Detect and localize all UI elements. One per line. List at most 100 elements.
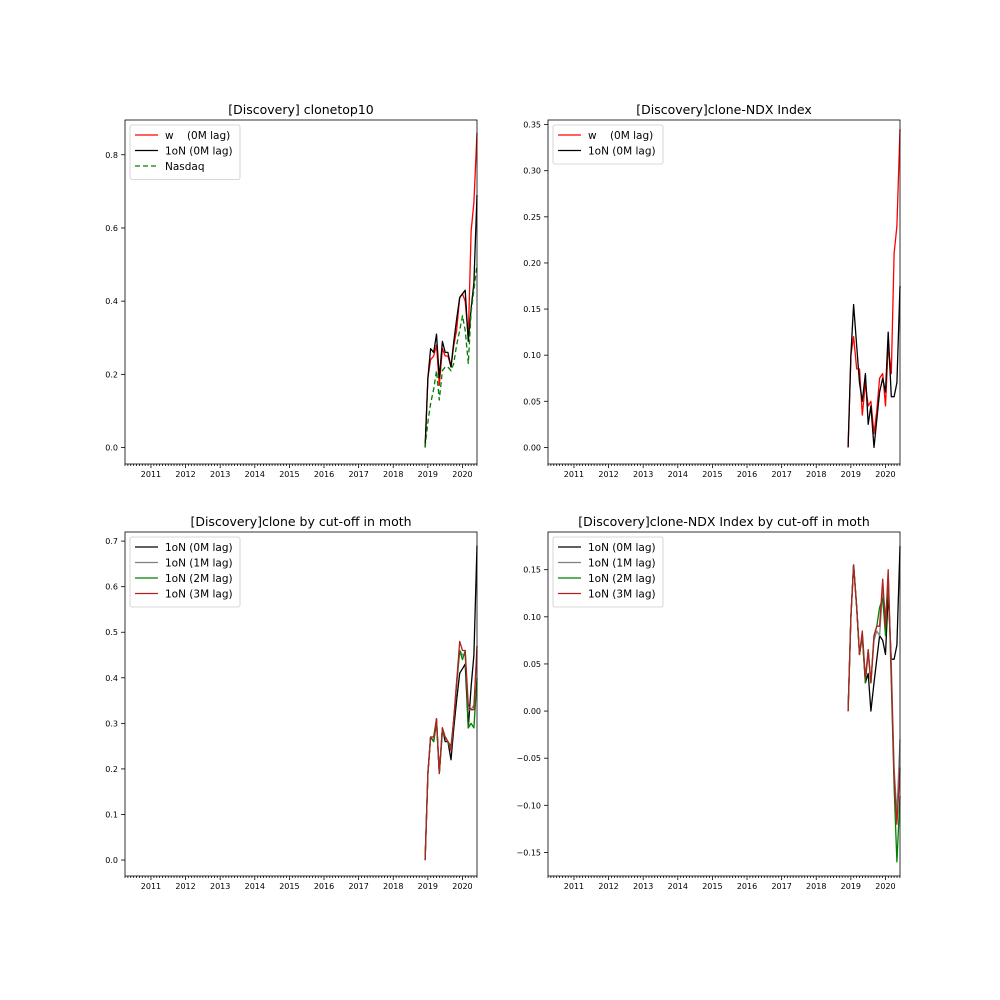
x-tick-label: 2015 [702, 470, 722, 479]
y-tick-label: 0.1 [105, 810, 118, 819]
y-tick-label: 0.15 [523, 305, 541, 314]
y-tick-label: −0.05 [516, 754, 541, 763]
x-tick-label: 2014 [245, 882, 265, 891]
x-tick-label: 2019 [841, 470, 861, 479]
y-tick-label: 0.00 [523, 443, 541, 452]
x-tick-label: 2020 [452, 470, 472, 479]
x-tick-label: 2016 [737, 882, 757, 891]
legend-entry: 1oN (1M lag) [588, 558, 656, 570]
x-tick-label: 2013 [210, 470, 230, 479]
x-tick-label: 2017 [348, 470, 368, 479]
x-tick-label: 2018 [806, 470, 826, 479]
series-line-2 [424, 194, 478, 448]
x-tick-label: 2016 [314, 882, 334, 891]
x-tick-label: 2011 [141, 470, 161, 479]
series-line-2 [847, 285, 901, 449]
x-tick-label: 2016 [314, 470, 334, 479]
y-tick-label: 0.4 [105, 297, 118, 306]
legend-box [129, 536, 241, 608]
subplot-2: [Discovery]clone-NDX Index 2011 2012 2013 20… [523, 102, 901, 479]
y-tick-label: 0.05 [523, 660, 541, 669]
x-tick-label: 2011 [564, 470, 584, 479]
legend-entry: 1oN (0M lag) [165, 146, 233, 158]
subplot-title: [Discovery]clone by cut-off in moth [190, 514, 411, 529]
x-tick-label: 2012 [175, 470, 195, 479]
subplot-4: [Discovery]clone-NDX Index by cut-off in… [516, 514, 901, 891]
x-tick-label: 2014 [668, 882, 688, 891]
x-tick-label: 2013 [633, 882, 653, 891]
y-tick-label: 0.30 [523, 167, 541, 176]
y-tick-label: 0.15 [523, 566, 541, 575]
x-tick-label: 2015 [702, 882, 722, 891]
y-tick-label: 0.3 [105, 719, 118, 728]
y-tick-label: 0.25 [523, 213, 541, 222]
series-line-4 [847, 564, 901, 825]
y-tick-label: 0.4 [105, 674, 118, 683]
y-tick-label: 0.35 [523, 121, 541, 130]
series-line-1 [424, 545, 478, 861]
series-line-1 [847, 129, 901, 448]
legend: w (0M lag) 1oN (0M lag) [552, 124, 664, 165]
x-tick-label: 2012 [598, 470, 618, 479]
y-tick-label: 0.10 [523, 613, 541, 622]
x-tick-label: 2016 [737, 470, 757, 479]
x-tick-label: 2012 [175, 882, 195, 891]
x-tick-label: 2015 [279, 882, 299, 891]
legend-entry: 1oN (3M lag) [588, 589, 656, 601]
x-tick-label: 2017 [771, 882, 791, 891]
y-tick-label: 0.0 [105, 444, 118, 453]
legend-box [129, 124, 241, 180]
legend-entry: 1oN (2M lag) [588, 573, 656, 585]
subplot-title: [Discovery] clonetop10 [228, 102, 374, 117]
y-tick-label: 0.6 [105, 583, 118, 592]
series-line-1 [424, 132, 478, 448]
legend-entry: w (0M lag) [588, 130, 653, 142]
y-tick-label: 0.6 [105, 224, 118, 233]
x-tick-label: 2011 [141, 882, 161, 891]
legend-entry: 1oN (3M lag) [165, 589, 233, 601]
x-tick-label: 2020 [452, 882, 472, 891]
y-tick-label: 0.10 [523, 351, 541, 360]
y-tick-label: 0.7 [105, 537, 118, 546]
x-tick-label: 2020 [875, 882, 895, 891]
x-tick-label: 2014 [245, 470, 265, 479]
series-line-3 [424, 264, 478, 448]
legend-entry: 1oN (0M lag) [165, 542, 233, 554]
legend-entry: w (0M lag) [165, 130, 230, 142]
x-tick-label: 2011 [564, 882, 584, 891]
legend: w (0M lag) 1oN (0M lag) Nasdaq [129, 124, 241, 180]
y-tick-label: −0.15 [516, 848, 541, 857]
legend: 1oN (0M lag) 1oN (1M lag) 1oN (2M lag) 1oN … [129, 536, 241, 608]
legend-box [552, 536, 664, 608]
x-tick-label: 2017 [348, 882, 368, 891]
y-tick-label: 0.2 [105, 765, 118, 774]
x-tick-label: 2018 [383, 882, 403, 891]
subplot-title: [Discovery]clone-NDX Index [636, 102, 812, 117]
x-tick-label: 2012 [598, 882, 618, 891]
subplot-1: [Discovery] clonetop10 2011 2012 2013 2014 20… [105, 102, 478, 479]
legend-entry: 1oN (1M lag) [165, 558, 233, 570]
x-tick-label: 2015 [279, 470, 299, 479]
y-tick-label: −0.10 [516, 801, 541, 810]
x-tick-label: 2013 [210, 882, 230, 891]
x-tick-label: 2019 [418, 882, 438, 891]
y-tick-label: 0.20 [523, 259, 541, 268]
x-tick-label: 2019 [841, 882, 861, 891]
x-tick-label: 2019 [418, 470, 438, 479]
x-tick-label: 2013 [633, 470, 653, 479]
y-tick-label: 0.8 [105, 151, 118, 160]
axes-frame [547, 119, 901, 465]
legend-entry: Nasdaq [165, 161, 205, 173]
x-tick-label: 2014 [668, 470, 688, 479]
subplot-title: [Discovery]clone-NDX Index by cut-off in… [578, 514, 870, 529]
y-tick-label: 0.00 [523, 707, 541, 716]
x-tick-label: 2020 [875, 470, 895, 479]
y-tick-label: 0.05 [523, 397, 541, 406]
x-tick-label: 2018 [806, 882, 826, 891]
subplot-3: [Discovery]clone by cut-off in moth 2011 2… [105, 514, 478, 891]
x-tick-label: 2018 [383, 470, 403, 479]
series-line-4 [424, 640, 478, 861]
legend-entry: 1oN (0M lag) [588, 542, 656, 554]
x-tick-label: 2017 [771, 470, 791, 479]
